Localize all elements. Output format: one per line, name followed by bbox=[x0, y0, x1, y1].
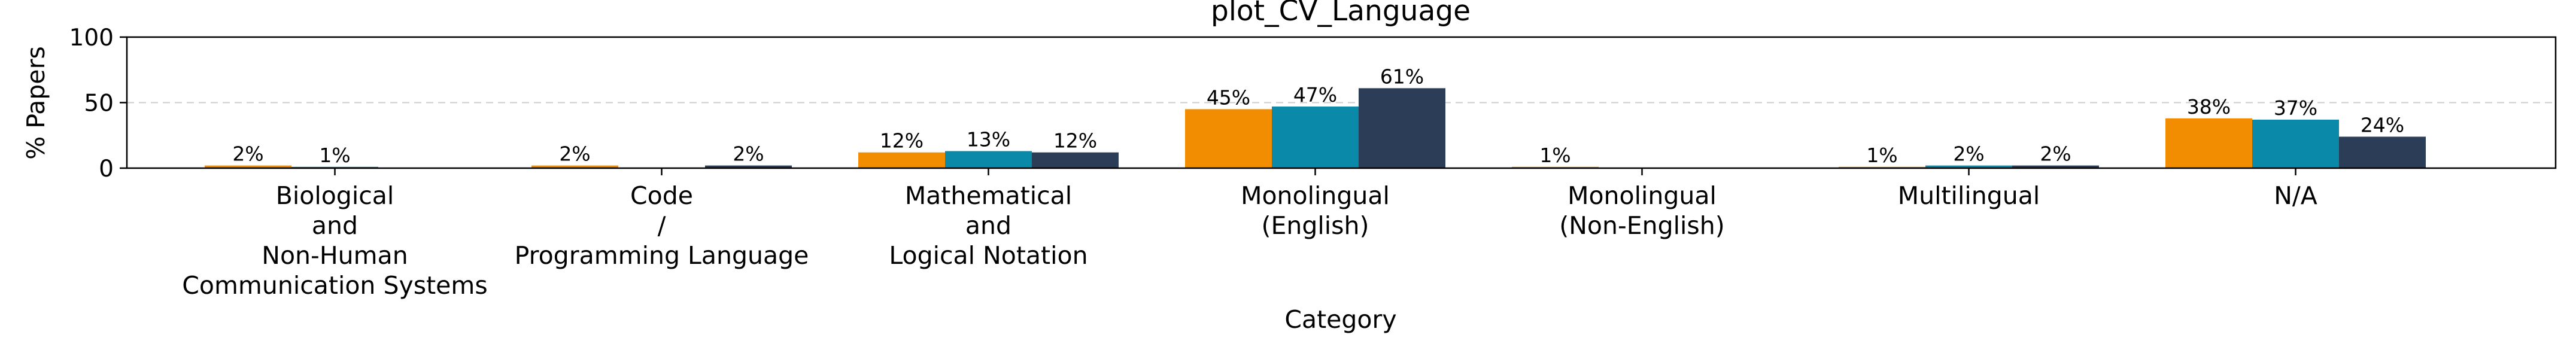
data-label: 61% bbox=[1380, 65, 1424, 88]
x-tick-label: Code bbox=[630, 181, 693, 210]
x-tick-label: (Non-English) bbox=[1559, 211, 1725, 240]
bar bbox=[205, 165, 291, 168]
bar bbox=[858, 152, 945, 168]
chart-title: plot_CV_Language bbox=[1211, 0, 1471, 28]
bar bbox=[2339, 136, 2426, 168]
x-tick-label: N/A bbox=[2274, 181, 2317, 210]
bar bbox=[1032, 152, 1119, 168]
bar bbox=[705, 165, 792, 168]
data-label: 2% bbox=[733, 142, 764, 166]
data-label: 2% bbox=[559, 142, 590, 166]
data-label: 2% bbox=[1953, 142, 1984, 166]
data-label: 13% bbox=[967, 128, 1010, 151]
bar bbox=[2012, 165, 2099, 168]
x-tick-label: / bbox=[658, 211, 666, 240]
bar bbox=[531, 165, 618, 168]
y-axis-label: % Papers bbox=[22, 46, 50, 159]
x-tick-label: Communication Systems bbox=[182, 271, 487, 300]
x-tick-label: Monolingual bbox=[1568, 181, 1717, 210]
x-tick-label: Non-Human bbox=[262, 241, 408, 270]
bar bbox=[1185, 109, 1272, 168]
y-tick-label: 0 bbox=[99, 156, 114, 182]
y-ticks: 0 50 100 bbox=[69, 25, 127, 182]
bar bbox=[945, 151, 1032, 168]
bar bbox=[1359, 88, 1445, 168]
data-label: 1% bbox=[1539, 144, 1570, 167]
x-tick-label: Logical Notation bbox=[889, 241, 1087, 270]
data-label: 45% bbox=[1207, 86, 1250, 109]
bar bbox=[1925, 165, 2012, 168]
x-tick-label: and bbox=[312, 211, 358, 240]
bar bbox=[1272, 107, 1359, 168]
x-axis-label: Category bbox=[1284, 305, 1396, 334]
bar bbox=[2252, 119, 2339, 168]
data-label: 12% bbox=[880, 129, 924, 153]
data-label: 37% bbox=[2274, 96, 2317, 120]
bar bbox=[2165, 118, 2252, 168]
plot-frame bbox=[126, 36, 2557, 169]
x-tick-label: Biological bbox=[276, 181, 394, 210]
data-label: 38% bbox=[2187, 95, 2231, 118]
data-labels: 2% 2% 12% 45% 1% 1% 38% 1% 13% 47% 2% 37% 2% 12% 61% 2%… bbox=[232, 65, 2404, 166]
data-label: 47% bbox=[1293, 83, 1337, 107]
x-tick-label: Monolingual bbox=[1241, 181, 1390, 210]
x-tick-label: (English) bbox=[1261, 211, 1369, 240]
x-tick-label: Programming Language bbox=[515, 241, 809, 270]
x-tick-label: and bbox=[965, 211, 1011, 240]
data-label: 1% bbox=[319, 144, 350, 167]
data-label: 2% bbox=[232, 142, 263, 166]
data-label: 24% bbox=[2361, 113, 2404, 136]
x-tick-label: Mathematical bbox=[905, 181, 1072, 210]
y-tick-label: 50 bbox=[84, 90, 114, 117]
data-label: 12% bbox=[1053, 129, 1097, 153]
x-tick-label: Multilingual bbox=[1898, 181, 2040, 210]
data-label: 2% bbox=[2040, 142, 2071, 166]
y-tick-label: 100 bbox=[69, 25, 114, 51]
data-label: 1% bbox=[1866, 144, 1897, 167]
